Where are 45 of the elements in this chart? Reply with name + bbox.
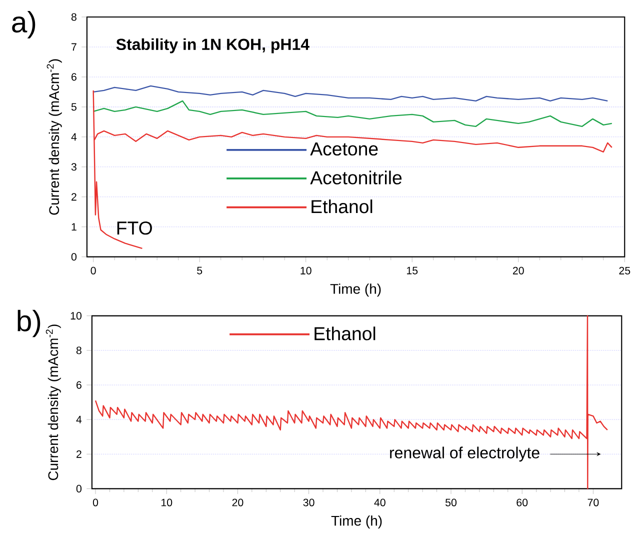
y-tick-label: 8 xyxy=(76,346,82,354)
x-tick-label: 10 xyxy=(300,267,312,275)
x-tick-label: 60 xyxy=(516,498,528,506)
x-tick-label: 15 xyxy=(406,267,418,274)
y-tick-label: 4 xyxy=(76,416,82,424)
x-tick-label: 40 xyxy=(374,498,386,506)
y-tick-label: 8 xyxy=(71,13,76,21)
y-tick-label: 1 xyxy=(72,223,76,231)
y-axis-title: Current density (mAcm$^{-2}$) xyxy=(46,324,61,480)
y-tick-label: 10 xyxy=(70,312,82,320)
y-tick-label: 0 xyxy=(76,485,82,493)
y-tick-label: 5 xyxy=(71,103,76,111)
legend-label: Acetone xyxy=(310,142,378,156)
y-tick-label: 7 xyxy=(72,43,76,51)
x-tick-label: 20 xyxy=(512,267,524,275)
x-tick-label: 5 xyxy=(197,267,202,274)
x-tick-label: 25 xyxy=(619,267,630,275)
y-tick-label: 6 xyxy=(76,381,82,389)
line-series xyxy=(92,86,608,102)
x-tick-label: 0 xyxy=(92,498,98,506)
x-axis-title: Time (h) xyxy=(330,284,381,297)
y-axis-title: Current density (mAcm$^{-2}$) xyxy=(46,59,62,215)
legend-label: Ethanol xyxy=(314,326,376,340)
x-tick-label: 0 xyxy=(90,267,96,275)
y-tick-label: 4 xyxy=(71,133,77,141)
text: Stability in 1N KOH, pH14 xyxy=(116,38,310,54)
legend-label: Acetonitrile xyxy=(310,170,402,185)
y-tick-label: 6 xyxy=(72,73,76,81)
text: a) xyxy=(12,11,36,38)
text: b) xyxy=(18,310,40,338)
annotation: FTO xyxy=(117,222,152,235)
y-tick-label: 3 xyxy=(71,163,76,171)
line-series xyxy=(94,315,608,490)
x-tick-label: 30 xyxy=(303,498,314,506)
line-series xyxy=(92,100,612,128)
legend-label: Ethanol xyxy=(312,200,372,214)
x-tick-label: 50 xyxy=(445,498,457,506)
y-tick-label: 2 xyxy=(76,450,82,458)
annotation: renewal of electrolyte xyxy=(390,446,540,462)
y-tick-label: 0 xyxy=(71,253,77,261)
x-axis-title: Time (h) xyxy=(331,516,382,529)
x-tick-label: 10 xyxy=(161,498,172,506)
x-tick-label: 70 xyxy=(588,498,599,506)
y-tick-label: 2 xyxy=(72,193,76,201)
x-tick-label: 20 xyxy=(232,498,244,506)
